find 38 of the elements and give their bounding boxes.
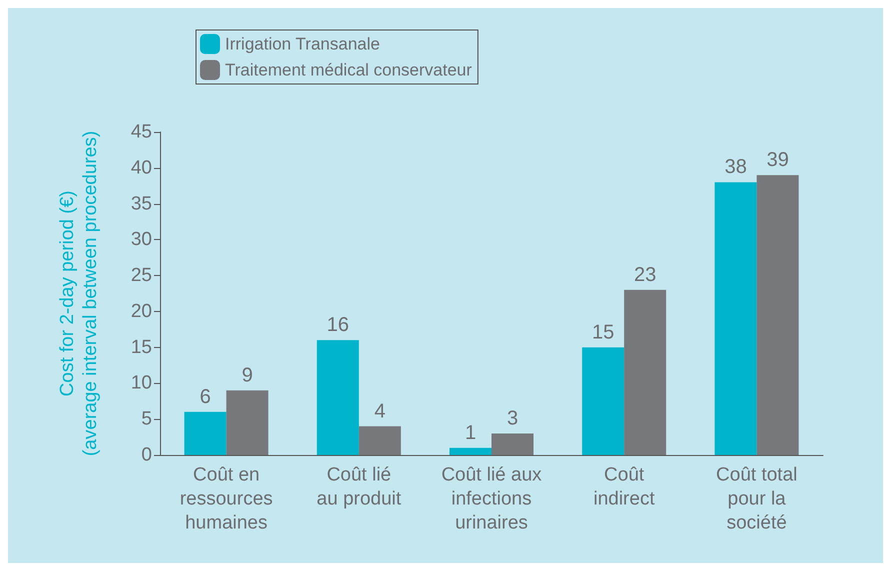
x-tick-label: Coût total pour la société <box>716 464 798 534</box>
y-tick-label: 20 <box>130 300 152 322</box>
bar <box>184 412 226 455</box>
bar <box>450 448 492 455</box>
bar <box>624 290 666 455</box>
data-label: 15 <box>592 321 614 344</box>
y-tick-label: 35 <box>130 193 152 214</box>
y-tick-label: 45 <box>130 122 152 142</box>
data-label: 39 <box>766 149 789 172</box>
data-label: 16 <box>326 314 350 336</box>
x-tick-label: Coût lié au produit <box>316 464 402 510</box>
data-label: 38 <box>724 156 747 178</box>
y-tick-label: 40 <box>130 157 152 178</box>
data-label: 6 <box>200 386 211 408</box>
bar <box>358 426 401 455</box>
y-tick-label: 10 <box>130 372 152 394</box>
y-tick-label: 5 <box>141 408 152 430</box>
bar <box>582 347 624 455</box>
data-label: 3 <box>506 407 518 430</box>
bar <box>714 182 757 455</box>
data-label: 23 <box>634 264 656 286</box>
y-tick-label: 25 <box>130 265 152 286</box>
bar <box>756 175 799 455</box>
x-tick-label: Coût indirect <box>593 464 656 510</box>
y-tick-label: 0 <box>141 444 152 466</box>
legend-label: Irrigation Transanale <box>225 34 380 54</box>
x-tick-label: Coût lié aux infections urinaires <box>441 464 542 534</box>
bar <box>492 433 534 455</box>
x-tick-label: Coût en ressources humaines <box>180 464 273 534</box>
data-label: 1 <box>464 422 476 444</box>
y-axis-title: Cost for 2-day period (€) (average interval between procedures) <box>57 130 101 456</box>
y-tick-label: 15 <box>130 336 152 358</box>
data-label: 4 <box>374 400 386 422</box>
bar <box>316 340 359 455</box>
bar <box>226 390 268 455</box>
y-tick-label: 30 <box>130 229 152 250</box>
data-label: 9 <box>242 364 253 386</box>
legend-label: Traitement médical conservateur <box>225 60 472 80</box>
